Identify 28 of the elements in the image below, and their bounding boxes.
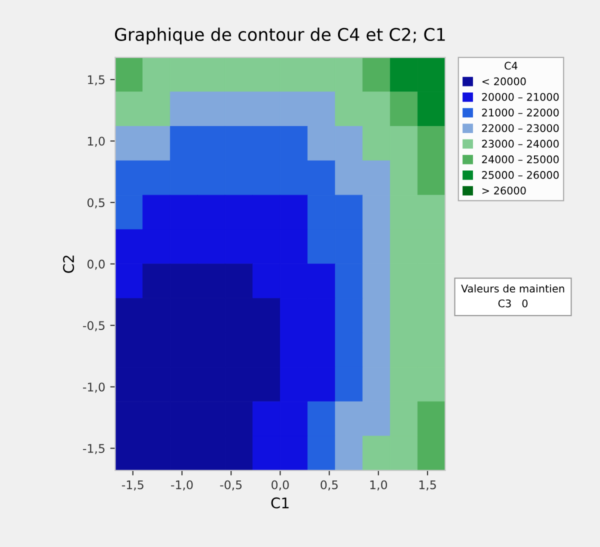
y-tick-label: -1,5 [83, 444, 104, 454]
x-tick-label: -1,5 [122, 480, 144, 490]
text: C3 0 [498, 299, 528, 308]
x-axis-title: C1 [271, 497, 289, 508]
color-bar-label: 24000 – 25000 [482, 155, 559, 164]
color-bar-label: 21000 – 22000 [482, 108, 559, 116]
color-bar-label: 23000 – 24000 [482, 140, 559, 148]
y-tick-label: -1,0 [83, 382, 105, 393]
color-bar-title: C4 [504, 62, 518, 70]
color-bar-label: 22000 – 23000 [482, 124, 559, 132]
color-bar-label: > 26000 [482, 186, 526, 194]
x-tick-label: 0,5 [320, 480, 338, 490]
y-tick-label: 1,5 [88, 75, 104, 86]
y-axis-title: C2 [63, 256, 74, 273]
x-tick-label: -1,0 [171, 480, 193, 490]
y-tick-label: 0,0 [87, 260, 105, 270]
chart-title: Graphique de contour de C4 et C2; C1 [114, 28, 445, 44]
text: Valeurs de maintien [461, 284, 564, 293]
x-tick-label: 0,0 [272, 480, 289, 490]
color-bar-label: < 20000 [482, 77, 526, 86]
color-bar-label: 20000 – 21000 [482, 92, 559, 101]
x-tick-label: -0,5 [220, 480, 242, 490]
y-tick-label: 0,5 [87, 198, 104, 208]
x-tick-label: 1,0 [370, 480, 388, 490]
x-tick-label: 1,5 [419, 480, 436, 490]
y-tick-label: -0,5 [83, 321, 104, 332]
y-tick-label: 1,0 [88, 136, 105, 147]
color-bar-label: 25000 – 26000 [482, 171, 559, 179]
